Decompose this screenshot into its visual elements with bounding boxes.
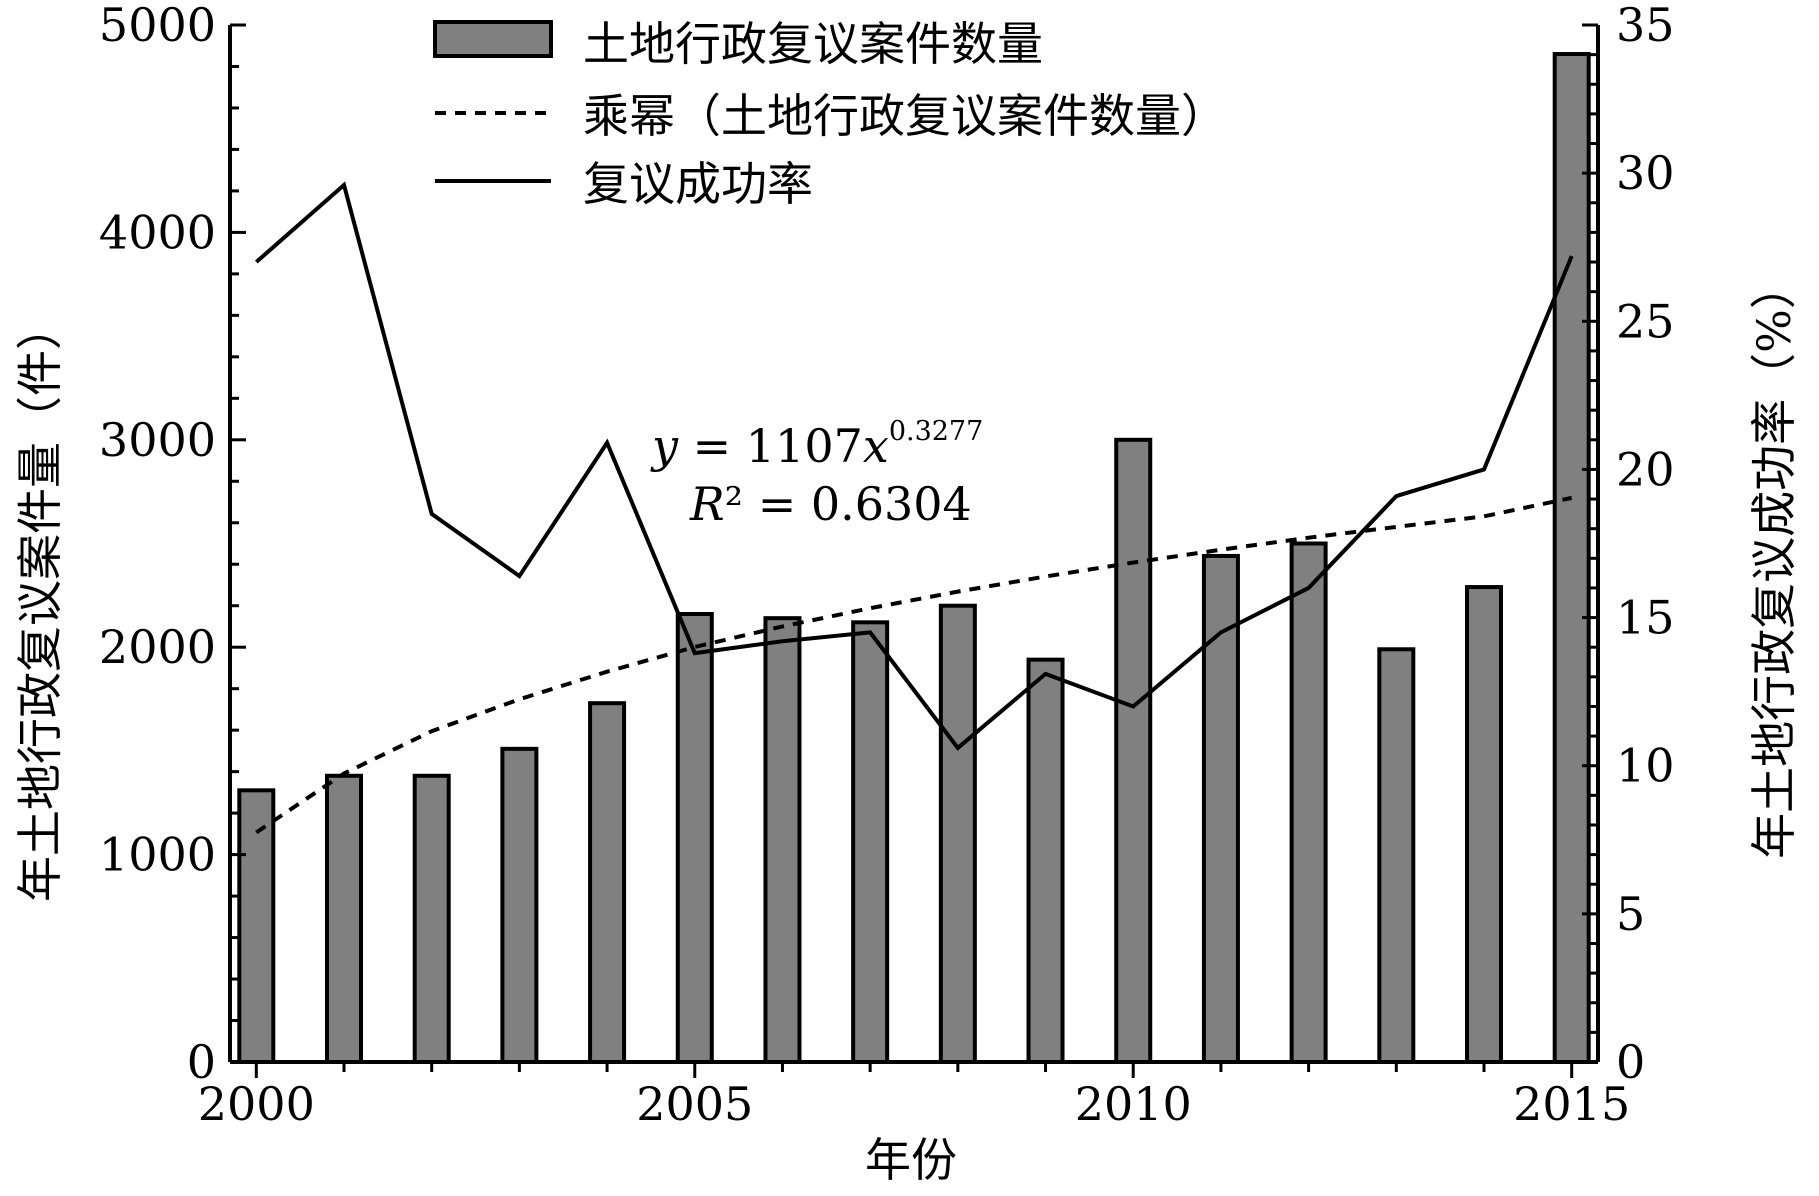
y-right-axis-title: 年土地行政复议成功率（%） [1747,263,1801,859]
y-left-tick-label-2000: 2000 [99,620,216,674]
bar-2014 [1465,585,1503,1065]
bars-layer [237,52,1591,1065]
y-left-axis-title: 年土地行政复议案件量（件） [13,304,67,902]
y-left-tick-label-1000: 1000 [99,828,216,882]
y-right-tick-label-5: 5 [1616,887,1645,941]
legend-label-power: 乘幂（土地行政复议案件数量） [583,89,1227,143]
bar-2001 [325,773,363,1065]
x-tick-label-2010: 2010 [1075,1077,1192,1131]
legend-swatch-bar [433,20,553,58]
y-left-tick-label-3000: 3000 [99,413,216,467]
bar-2015 [1552,52,1591,1064]
y-right-tick-label-15: 15 [1616,591,1675,645]
r2-sym: R [689,477,725,531]
bar-2003 [500,746,539,1064]
y-left-tick-label-4000: 4000 [99,205,216,259]
bar-2005 [675,612,714,1064]
legend: 土地行政复议案件数量 乘幂（土地行政复议案件数量） 复议成功率 [433,17,1227,211]
trend-equation: y = 1107x0.3277 R² = 0.6304 [650,416,983,531]
bar-2012 [1289,541,1328,1064]
y-right-tick-label-35: 35 [1616,0,1675,52]
eq-mid: = 1107 [678,419,863,473]
r-squared-text: R² = 0.6304 [689,477,972,531]
y-left-tick-label-0: 0 [187,1035,216,1089]
x-tick-label-2000: 2000 [198,1077,315,1131]
y-right-tick-label-25: 25 [1616,294,1675,348]
eq-lhs: y [650,419,679,473]
x-axis-title: 年份 [865,1133,957,1187]
legend-label-bar: 土地行政复议案件数量 [583,17,1043,71]
power-trend-line [255,495,1573,835]
y-right-tick-label-20: 20 [1616,442,1675,496]
x-tick-label-2015: 2015 [1513,1077,1630,1131]
ticks-layer: 0 1000 2000 3000 4000 5000 0 5 10 15 20 25 30 35 2000 2… [99,0,1675,1131]
bar-2010 [1114,437,1153,1064]
y-right-tick-label-30: 30 [1616,146,1675,200]
y-right-tick-label-10: 10 [1616,739,1675,793]
bar-2006 [763,616,802,1064]
bar-2007 [851,620,890,1064]
success-rate-line [254,181,1574,751]
legend-label-rate: 复议成功率 [583,157,813,211]
eq-var: x [863,419,889,473]
bar-2008 [938,603,977,1064]
equation-text: y = 1107x0.3277 [650,416,983,473]
r2-rest: ² = 0.6304 [725,477,972,531]
bar-2013 [1377,647,1416,1064]
bar-2004 [588,701,627,1064]
bar-2002 [412,773,451,1065]
x-tick-label-2005: 2005 [636,1077,753,1131]
lines-layer [254,181,1574,835]
y-right-tick-label-0: 0 [1616,1035,1645,1089]
eq-exp: 0.3277 [889,416,983,447]
axes-layer [228,25,1600,1064]
y-left-tick-label-5000: 5000 [99,0,216,52]
bar-2009 [1026,657,1065,1064]
